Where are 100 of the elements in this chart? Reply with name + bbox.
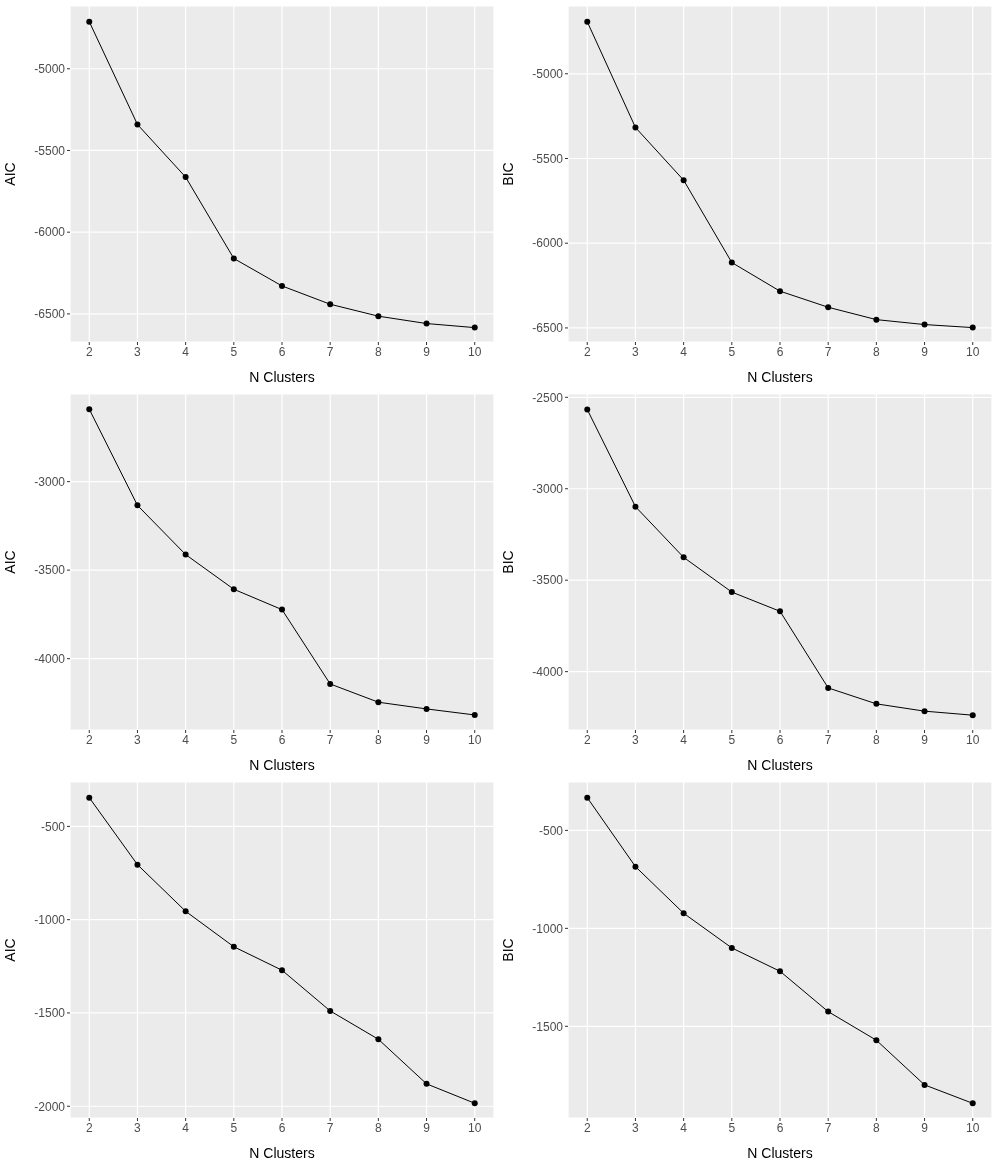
y-tick-label: -6000 (532, 236, 564, 251)
x-tick-label: 5 (728, 732, 736, 747)
point (680, 177, 687, 184)
y-tick-label: -3500 (34, 563, 66, 578)
x-tick-label: 2 (85, 732, 93, 747)
x-tick-label: 6 (278, 1120, 286, 1135)
x-tick-label: 6 (278, 344, 286, 359)
point (182, 174, 189, 181)
x-tick-label: 9 (423, 732, 431, 747)
x-axis-title: N Clusters (249, 369, 315, 385)
x-tick-label: 8 (375, 732, 383, 747)
point (86, 18, 93, 25)
point (728, 944, 735, 951)
point (279, 967, 285, 974)
y-tick-label: -1500 (532, 1019, 564, 1034)
point (279, 606, 285, 613)
x-tick-label: 4 (182, 344, 190, 359)
y-tick-label: -1500 (34, 1006, 66, 1021)
point (825, 304, 832, 311)
y-tick-label: -3000 (34, 474, 66, 489)
x-tick-label: 5 (230, 344, 238, 359)
x-axis-title: N Clusters (249, 757, 315, 773)
x-tick-label: 5 (230, 732, 238, 747)
point (632, 503, 639, 510)
x-tick-label: 6 (776, 732, 784, 747)
x-tick-label: 3 (134, 1120, 142, 1135)
point (471, 1100, 478, 1107)
point (921, 708, 928, 715)
y-tick-label: -3000 (532, 482, 564, 497)
point (584, 406, 591, 413)
x-tick-label: 7 (326, 1120, 334, 1135)
point (134, 861, 141, 868)
point (327, 1007, 334, 1014)
x-tick-label: 3 (632, 1120, 640, 1135)
point (969, 1100, 976, 1107)
x-tick-label: 10 (468, 344, 482, 359)
x-tick-label: 3 (134, 344, 142, 359)
x-axis-title: N Clusters (747, 369, 813, 385)
point (230, 586, 237, 593)
x-axis-title: N Clusters (747, 1145, 813, 1161)
point (584, 18, 591, 25)
x-tick-label: 7 (824, 344, 832, 359)
point (777, 608, 783, 615)
point (471, 324, 478, 331)
y-tick-label: -5000 (34, 62, 66, 77)
x-tick-label: 8 (375, 344, 383, 359)
point (777, 968, 783, 975)
point (632, 863, 639, 870)
y-tick-label: -6500 (34, 307, 66, 322)
point (680, 554, 687, 561)
point (375, 699, 382, 706)
x-tick-label: 4 (680, 732, 688, 747)
x-tick-label: 6 (278, 732, 286, 747)
y-tick-label: -5500 (532, 151, 564, 166)
y-tick-label: -500 (40, 819, 66, 834)
point (423, 705, 430, 712)
x-tick-label: 5 (728, 344, 736, 359)
x-tick-label: 10 (966, 344, 980, 359)
y-tick-label: -3500 (532, 573, 564, 588)
point (728, 259, 735, 266)
x-tick-label: 4 (182, 1120, 190, 1135)
y-tick-label: -5000 (532, 67, 564, 82)
point (873, 316, 880, 323)
x-tick-label: 2 (583, 1120, 591, 1135)
point (423, 1080, 430, 1087)
point (921, 321, 928, 328)
point (375, 313, 382, 320)
point (969, 712, 976, 719)
x-tick-label: 9 (921, 732, 929, 747)
y-tick-label: -1000 (34, 912, 66, 927)
y-axis-title: AIC (1, 938, 18, 962)
point (873, 1037, 880, 1044)
x-tick-label: 4 (182, 732, 190, 747)
x-tick-label: 9 (423, 344, 431, 359)
y-tick-label: -500 (538, 823, 564, 838)
x-tick-label: 2 (85, 344, 93, 359)
y-tick-label: -5500 (34, 143, 66, 158)
x-tick-label: 10 (966, 1120, 980, 1135)
point (825, 1008, 832, 1015)
x-tick-label: 10 (966, 732, 980, 747)
x-axis-title: N Clusters (747, 757, 813, 773)
x-tick-label: 7 (326, 344, 334, 359)
y-tick-label: -2500 (532, 390, 564, 405)
y-axis-title: AIC (1, 162, 18, 186)
point (777, 288, 783, 295)
x-tick-label: 8 (873, 344, 881, 359)
x-tick-label: 8 (375, 1120, 383, 1135)
y-axis-title: AIC (1, 550, 18, 574)
x-tick-label: 2 (85, 1120, 93, 1135)
point (969, 324, 976, 331)
x-tick-label: 9 (921, 1120, 929, 1135)
x-tick-label: 7 (824, 732, 832, 747)
point (873, 700, 880, 707)
y-tick-label: -6500 (532, 321, 564, 336)
x-axis-title: N Clusters (249, 1145, 315, 1161)
x-tick-label: 5 (728, 1120, 736, 1135)
x-tick-label: 10 (468, 732, 482, 747)
point (327, 301, 334, 308)
point (86, 794, 93, 801)
y-tick-label: -1000 (532, 921, 564, 936)
